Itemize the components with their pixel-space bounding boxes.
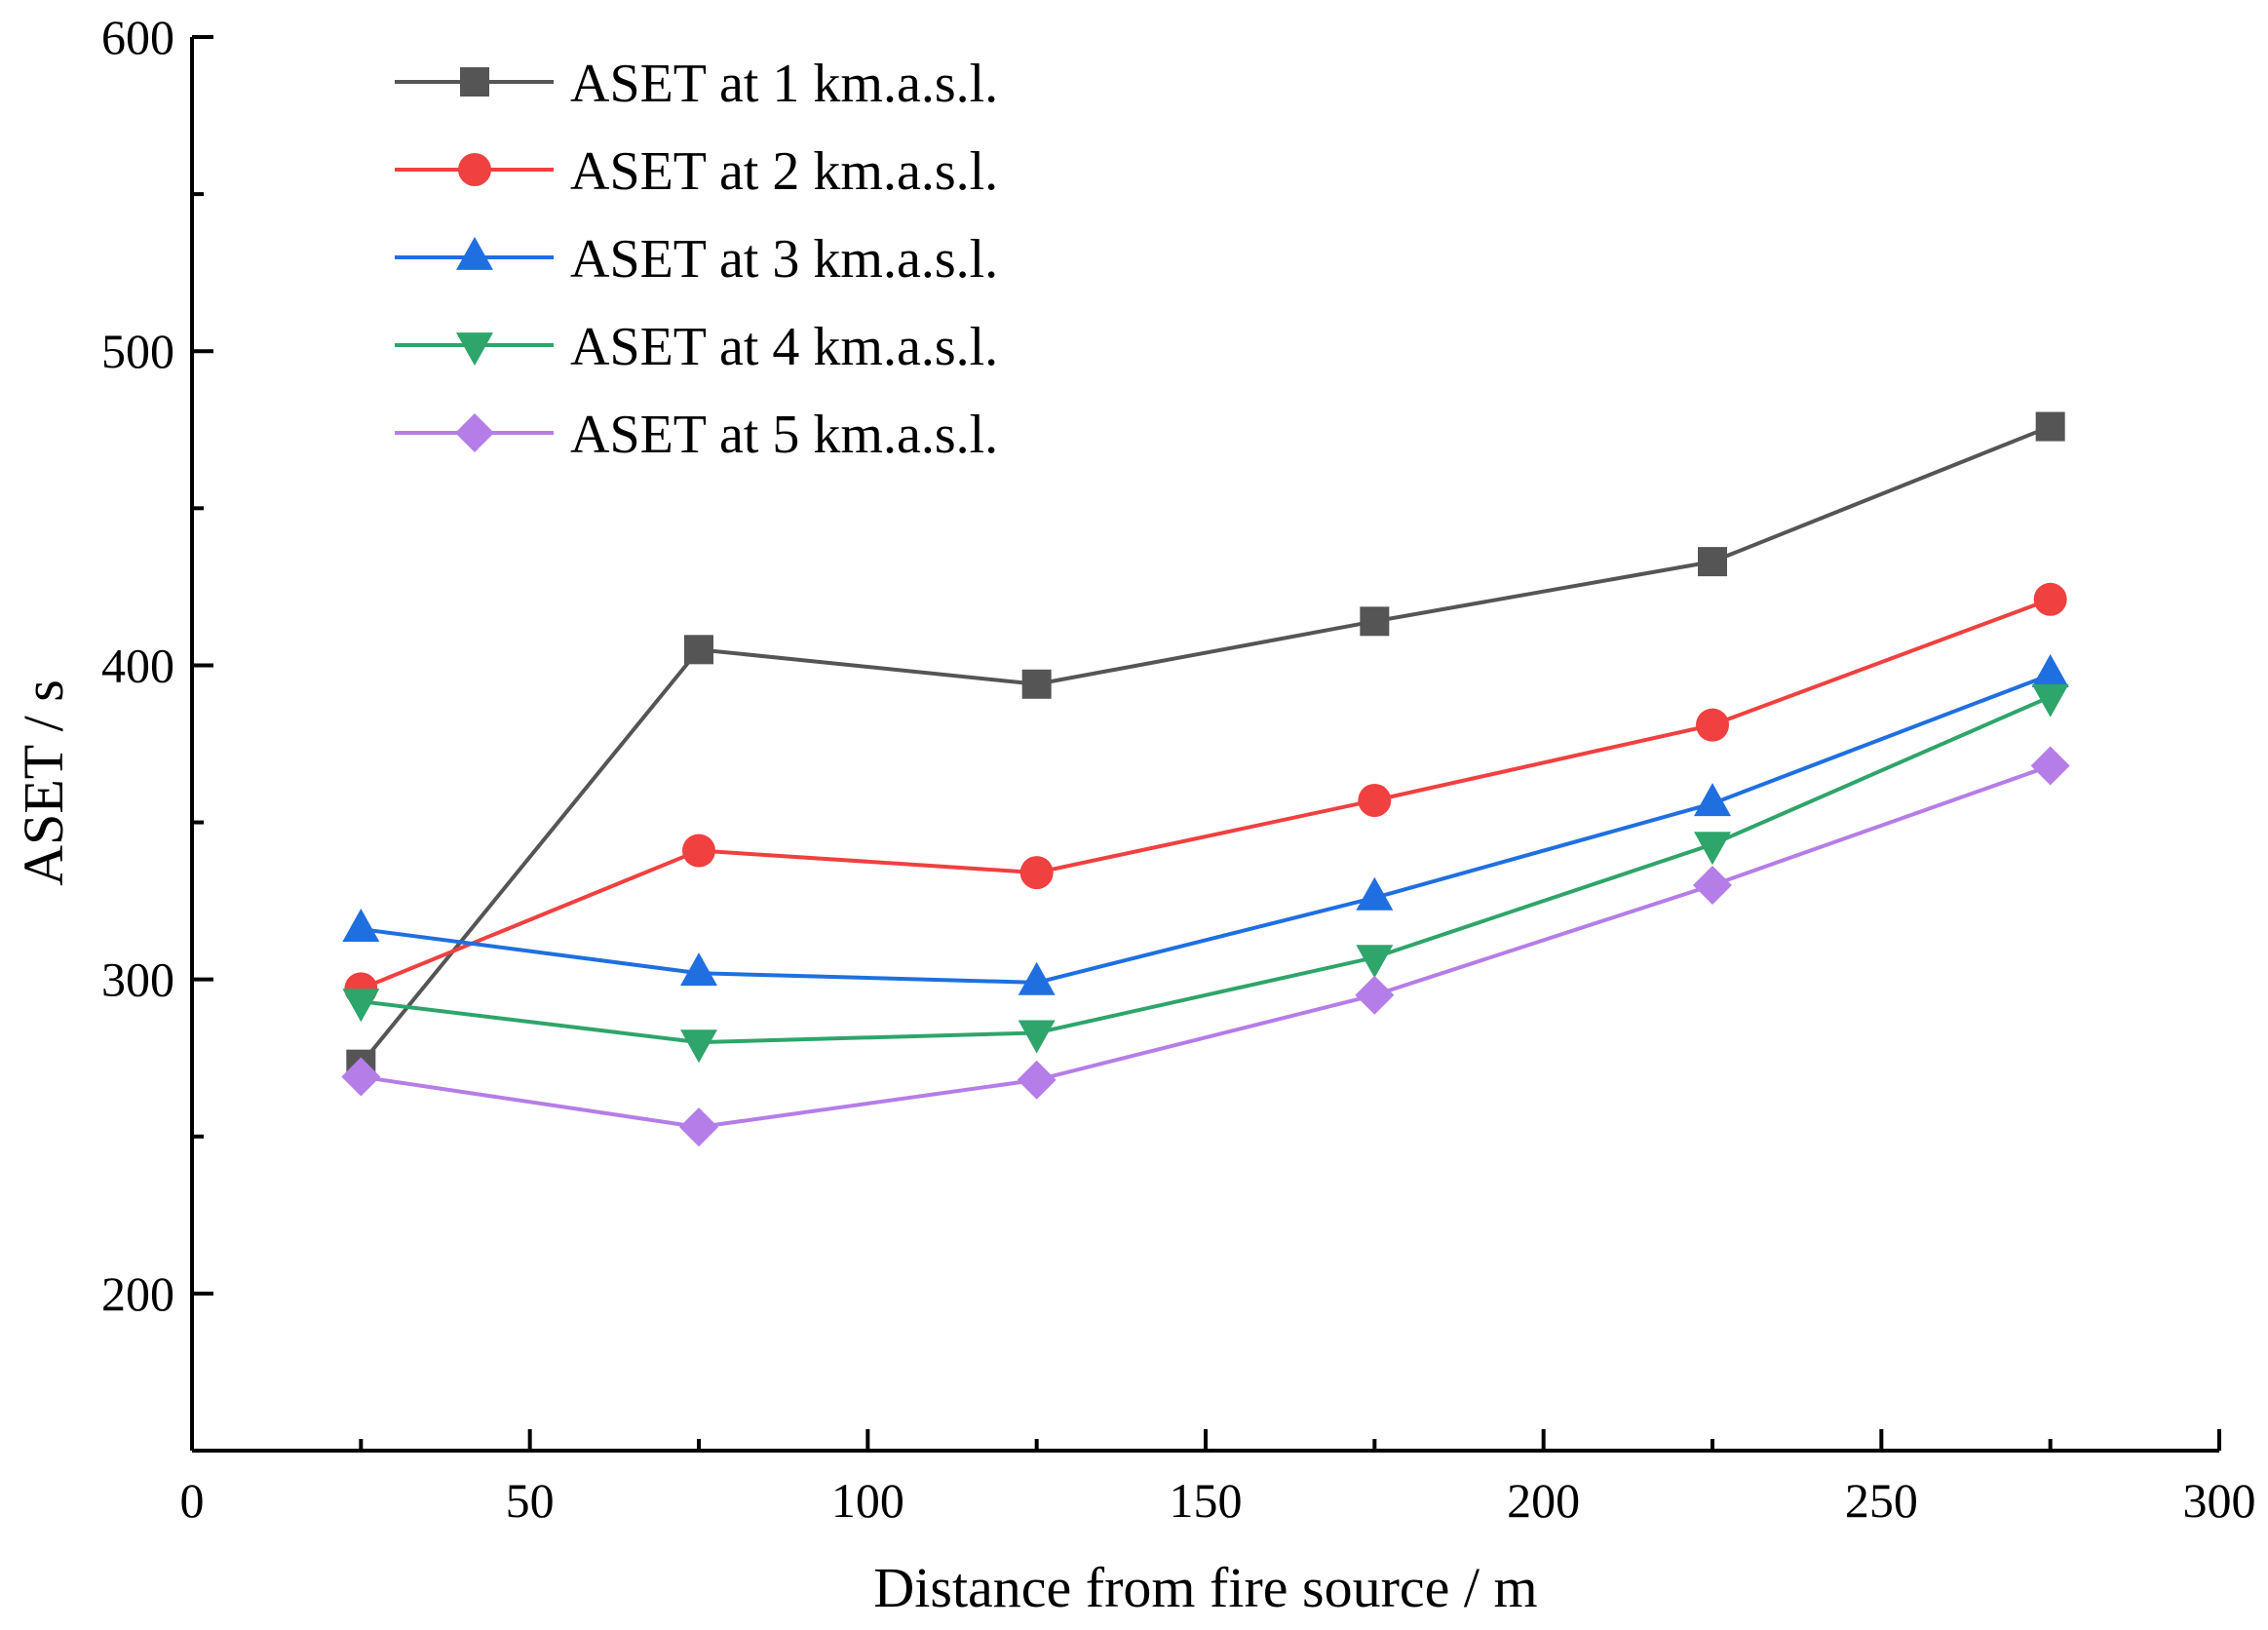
data-point <box>342 909 380 943</box>
data-point <box>1360 606 1390 637</box>
data-point <box>1017 1060 1057 1100</box>
series-3 <box>342 654 2069 995</box>
x-tick-label: 150 <box>1170 1473 1243 1528</box>
data-point <box>342 989 380 1023</box>
legend-label: ASET at 4 km.a.s.l. <box>570 317 998 377</box>
y-axis-title: ASET / s <box>12 679 75 886</box>
data-point <box>1021 669 1052 699</box>
data-point <box>1019 856 1054 890</box>
legend-marker <box>455 413 494 452</box>
data-point <box>1694 832 1731 866</box>
legend-marker <box>460 67 489 97</box>
y-tick-label: 600 <box>101 10 174 64</box>
legend-marker <box>458 153 491 186</box>
legend-label: ASET at 5 km.a.s.l. <box>570 405 998 465</box>
data-point <box>679 1107 718 1147</box>
series-line <box>361 763 2052 1130</box>
series-4 <box>342 683 2069 1064</box>
data-point <box>2033 582 2067 616</box>
data-point <box>680 1029 717 1064</box>
legend-item: ASET at 1 km.a.s.l. <box>395 54 998 114</box>
series-layer <box>341 411 2070 1147</box>
x-ticks: 0 50 100 150 200 250 300 <box>180 1429 2256 1528</box>
legend-marker <box>456 332 493 367</box>
data-point <box>1693 866 1732 905</box>
data-point <box>1698 547 1727 577</box>
data-point <box>1356 945 1394 979</box>
legend-label: ASET at 1 km.a.s.l. <box>570 54 998 114</box>
data-point <box>341 1057 381 1097</box>
series-line <box>361 673 2052 985</box>
series-1 <box>346 411 2065 1079</box>
x-tick-label: 0 <box>180 1473 205 1528</box>
data-point <box>682 834 715 868</box>
y-tick-label: 400 <box>101 638 174 692</box>
legend-label: ASET at 2 km.a.s.l. <box>570 141 998 202</box>
data-point <box>1355 975 1395 1015</box>
data-point <box>1694 783 1731 817</box>
data-point <box>680 952 717 987</box>
series-5 <box>341 746 2070 1147</box>
series-line <box>361 694 2052 1045</box>
data-point <box>2030 746 2070 786</box>
legend-item: ASET at 5 km.a.s.l. <box>395 405 998 465</box>
x-tick-label: 100 <box>831 1473 904 1528</box>
legend-label: ASET at 3 km.a.s.l. <box>570 229 998 290</box>
legend-marker <box>456 236 493 270</box>
data-point <box>684 635 713 665</box>
axes <box>190 37 2219 1453</box>
y-tick-label: 200 <box>101 1266 174 1321</box>
y-ticks: 200 300 400 500 600 <box>101 10 213 1453</box>
data-point <box>1358 784 1392 817</box>
legend-item: ASET at 2 km.a.s.l. <box>395 141 998 202</box>
data-point <box>2035 411 2065 442</box>
legend: ASET at 1 km.a.s.l. ASET at 2 km.a.s.l. AS… <box>395 54 998 465</box>
data-point <box>1018 1020 1056 1054</box>
x-tick-label: 250 <box>1845 1473 1918 1528</box>
x-tick-label: 50 <box>506 1473 555 1528</box>
data-point <box>2031 654 2069 688</box>
series-line <box>359 424 2052 1066</box>
data-point <box>1696 708 1729 742</box>
y-tick-label: 500 <box>101 324 174 378</box>
series-line <box>360 597 2052 991</box>
legend-item: ASET at 3 km.a.s.l. <box>395 229 998 290</box>
x-axis-title: Distance from fire source / m <box>873 1556 1537 1619</box>
legend-item: ASET at 4 km.a.s.l. <box>395 317 998 377</box>
data-point <box>1356 876 1394 911</box>
y-tick-label: 300 <box>101 952 174 1007</box>
x-tick-label: 200 <box>1507 1473 1580 1528</box>
data-point <box>1018 961 1056 995</box>
data-point <box>2031 683 2069 718</box>
x-tick-label: 300 <box>2183 1473 2256 1528</box>
